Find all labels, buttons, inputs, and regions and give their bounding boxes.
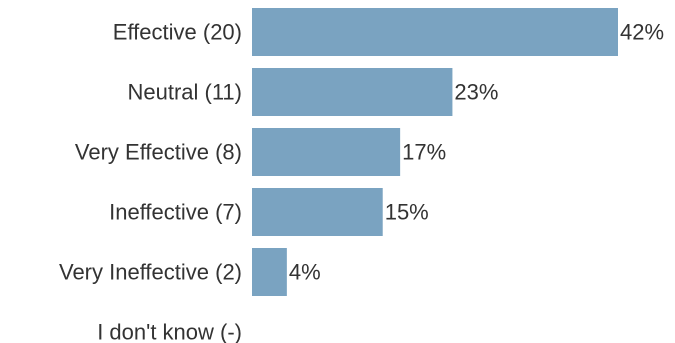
category-label-effective-20: Effective (20) (113, 20, 242, 45)
category-label-neutral-11: Neutral (11) (127, 80, 242, 105)
category-label-ineffective-7: Ineffective (7) (109, 200, 242, 225)
labels-layer: Effective (20) 42% Neutral (11) 23% Very Eff… (59, 20, 664, 343)
category-label-i-don-t-know: I don't know (-) (97, 320, 242, 343)
value-label-effective-20: 42% (620, 20, 664, 45)
value-label-neutral-11: 23% (454, 80, 498, 105)
value-label-very-ineffective-2: 4% (289, 260, 321, 285)
category-label-very-ineffective-2: Very Ineffective (2) (59, 260, 242, 285)
bars-layer (252, 8, 618, 296)
bar-ineffective-7 (252, 188, 383, 236)
bar-effective-20 (252, 8, 618, 56)
bar-very-ineffective-2 (252, 248, 287, 296)
bar-neutral-11 (252, 68, 453, 116)
bar-very-effective-8 (252, 128, 401, 176)
value-label-very-effective-8: 17% (402, 140, 446, 165)
category-label-very-effective-8: Very Effective (8) (75, 140, 242, 165)
value-label-ineffective-7: 15% (385, 200, 429, 225)
